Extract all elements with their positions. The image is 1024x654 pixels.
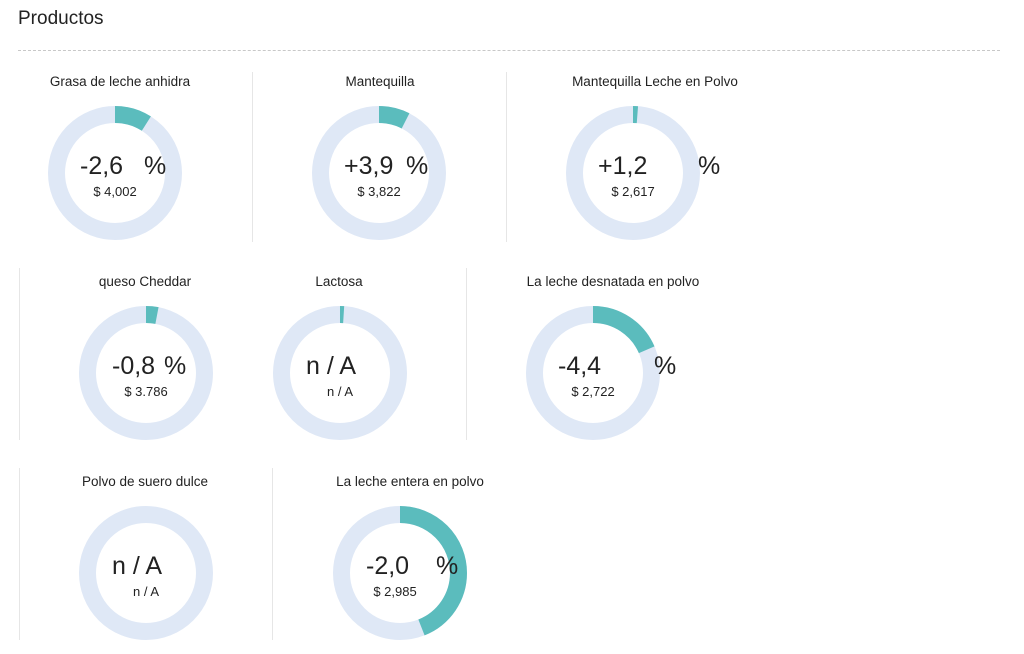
price-value: $ 2,617 [611,184,655,199]
donut-fill-arc [333,506,467,640]
donut-svg [79,506,213,640]
product-name: Grasa de leche anhidra [49,74,191,89]
donut-fill-arc [79,306,213,440]
product-card[interactable]: La leche entera en polvo -2,0 % $ 2,985 [330,472,490,644]
donut-ring [312,106,446,240]
change-value: -4,4 [558,352,602,380]
percent-sign: % [436,552,459,580]
donut-fill-arc [273,306,407,440]
price-value: $ 2,722 [571,384,615,399]
donut-fill-arc [526,306,660,440]
donut-ring [79,506,213,640]
percent-sign: % [698,152,721,180]
donut-track [79,506,213,640]
percent-sign: % [164,352,187,380]
column-divider [19,468,20,640]
product-name: Mantequilla Leche en Polvo [572,74,738,89]
product-name: Lactosa [315,274,363,289]
change-value: +3,9 [344,152,394,180]
product-name: Polvo de suero dulce [81,474,209,489]
donut-svg [333,506,467,640]
donut-fill-arc [48,106,182,240]
product-name: queso Cheddar [98,274,192,289]
change-value: +1,2 [598,152,648,180]
change-value: -0,8 [112,352,156,380]
donut-svg [312,106,446,240]
product-name: La leche entera en polvo [336,474,484,489]
donut-ring [79,306,213,440]
product-card[interactable]: queso Cheddar -0,8 % $ 3.786 [70,272,220,444]
title-divider [18,50,1000,51]
donut-svg [273,306,407,440]
price-value: $ 4,002 [93,184,137,199]
donut-ring [526,306,660,440]
column-divider [466,268,467,440]
percent-sign: % [144,152,167,180]
column-divider [252,72,253,242]
page-title: Productos [18,8,104,29]
product-name: La leche desnatada en polvo [526,274,700,289]
product-card[interactable]: Polvo de suero dulce n / A n / A [70,472,220,644]
donut-svg [79,306,213,440]
column-divider [19,268,20,440]
change-value: -2,0 [366,552,410,580]
price-value: $ 3,822 [357,184,401,199]
product-card[interactable]: La leche desnatada en polvo -4,4 % $ 2,7… [518,272,708,444]
change-value: n / A [112,552,163,580]
percent-sign: % [406,152,429,180]
price-value: n / A [132,584,160,599]
product-card[interactable]: Lactosa n / A n / A [264,272,414,444]
price-value: n / A [326,384,354,399]
product-card[interactable]: Grasa de leche anhidra -2,6 % $ 4,002 [40,72,200,244]
donut-svg [526,306,660,440]
donut-fill-arc [566,106,700,240]
donut-ring [333,506,467,640]
donut-ring [566,106,700,240]
donut-ring [48,106,182,240]
product-card[interactable]: Mantequilla Leche en Polvo +1,2 % $ 2,61… [560,72,750,244]
donut-svg [48,106,182,240]
column-divider [506,72,507,242]
column-divider [272,468,273,640]
donut-fill-arc [312,106,446,240]
product-name: Mantequilla [345,74,415,89]
change-value: -2,6 [80,152,124,180]
price-value: $ 2,985 [373,584,417,599]
donut-svg [566,106,700,240]
price-value: $ 3.786 [124,384,168,399]
donut-ring [273,306,407,440]
change-value: n / A [306,352,357,380]
percent-sign: % [654,352,677,380]
product-card[interactable]: Mantequilla +3,9 % $ 3,822 [300,72,460,244]
